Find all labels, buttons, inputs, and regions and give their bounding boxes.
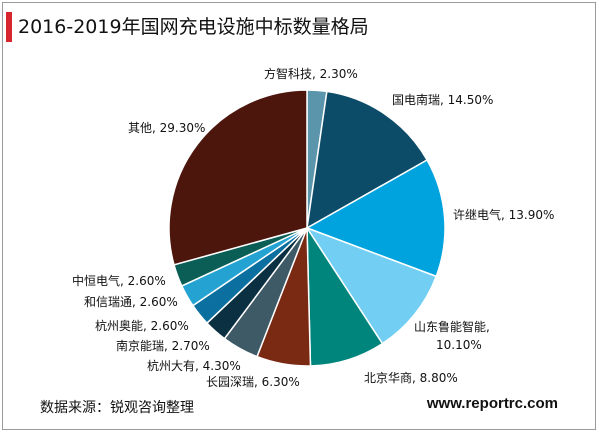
watermark: www.reportrc.com [426,395,558,412]
slice-label-2: 许继电气, 13.90% [453,207,554,222]
slice-label-0: 方智科技, 2.30% [264,66,358,81]
pie-slices [168,89,446,367]
pie-slice-11 [168,89,308,266]
slice-label-5: 长园深瑞, 6.30% [206,375,300,389]
pie-slice-2 [305,158,446,278]
slice-label-10: 中恒电气, 2.60% [72,273,166,288]
slice-label-6: 杭州大有, 4.30% [147,358,241,373]
slice-label-1: 国电南瑞, 14.50% [392,92,493,107]
slice-label-11: 其他, 29.30% [128,121,205,135]
data-source: 数据来源：锐观咨询整理 [40,400,194,416]
slice-label-3: 山东鲁能智能, 10.10% [414,319,490,352]
pie-slice-3 [305,226,438,345]
pie-slice-1 [306,90,429,230]
title-accent-bar [6,12,12,42]
slice-label-9: 和信瑞通, 2.60% [84,295,178,309]
slice-label-8: 杭州奥能, 2.60% [95,318,189,333]
slice-label-7: 南京能瑞, 2.70% [116,338,210,353]
chart-title: 2016-2019年国网充电设施中标数量格局 [18,16,369,38]
slice-label-4: 北京华商, 8.80% [364,370,458,385]
pie-labels: 方智科技, 2.30% 国电南瑞, 14.50% 许继电气, 13.90% 山东鲁能智… [72,66,554,389]
